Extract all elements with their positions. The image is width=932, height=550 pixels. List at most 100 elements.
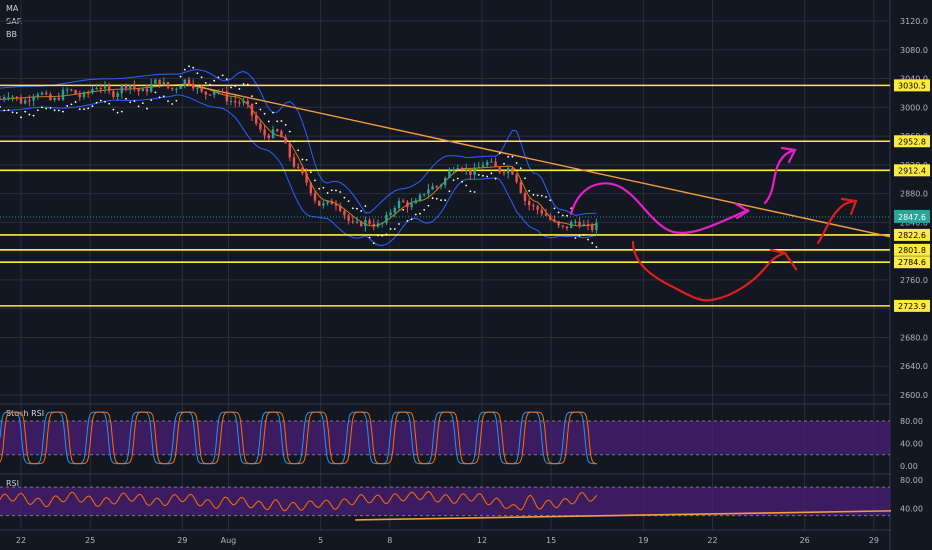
sar-dot [322, 186, 325, 189]
candle-body [271, 129, 275, 139]
candle-body [578, 221, 581, 227]
candle-body [238, 102, 241, 104]
candle-body [536, 206, 539, 210]
magenta-projection-up [763, 148, 797, 205]
candle-body [397, 200, 401, 209]
sar-dot [528, 189, 531, 192]
candle-body [343, 210, 346, 216]
sar-dot [66, 105, 69, 107]
candle-body [481, 165, 485, 168]
sar-dot [582, 233, 585, 236]
candle-body [519, 181, 522, 194]
candle-body [129, 85, 132, 89]
candle-body [456, 167, 459, 170]
candle-body [162, 82, 165, 85]
parabolic-sar [0, 65, 598, 248]
candle-body [330, 200, 333, 205]
sar-dot [276, 120, 279, 123]
sar-dot [339, 191, 342, 193]
sar-dot [99, 99, 102, 102]
candle-body [78, 94, 81, 98]
level-tag-label: 2822.6 [898, 231, 926, 240]
sar-dot [87, 107, 90, 110]
indicator-label-ma[interactable]: MA [6, 4, 19, 13]
sar-dot [32, 114, 35, 117]
candle-body [444, 177, 447, 186]
ma-line [0, 83, 597, 227]
sar-dot [95, 101, 98, 104]
price-tick-label: 2760.0 [900, 276, 928, 285]
candle-body [494, 161, 497, 167]
candle-body [183, 79, 186, 86]
candle-body [507, 168, 510, 174]
candle-body [158, 79, 161, 85]
rsi-tick-label: 40.00 [900, 505, 923, 514]
sar-dot [7, 109, 10, 112]
price-axis-bg [891, 0, 932, 550]
sar-dot [129, 101, 132, 104]
drawings[interactable] [569, 146, 858, 302]
indicator-label-bb[interactable]: BB [6, 30, 17, 39]
sar-dot [360, 210, 363, 212]
sar-dot [15, 112, 18, 114]
candles [0, 76, 598, 236]
sar-dot [255, 102, 258, 105]
candle-body [406, 202, 409, 208]
candle-body [402, 200, 405, 203]
magenta-arrowhead-up [780, 146, 797, 164]
rsi-title[interactable]: RSI [6, 479, 19, 488]
price-axis[interactable]: 3120.03080.03040.03000.02960.02920.02880… [891, 0, 932, 550]
time-axis[interactable]: 222529Aug58121519222629Sep [16, 536, 932, 545]
stoch-tick-label: 80.00 [900, 417, 923, 426]
sar-dot [452, 179, 455, 182]
sar-dot [377, 234, 379, 237]
sar-dot [83, 108, 85, 111]
sar-dot [347, 200, 350, 203]
candle-body [208, 94, 212, 96]
sar-dot [318, 187, 321, 190]
sar-dot [272, 111, 274, 114]
candle-body [196, 88, 199, 90]
candle-body [351, 220, 354, 222]
sar-dot [171, 103, 174, 105]
sar-dot [381, 234, 384, 237]
candle-body [53, 97, 56, 100]
sar-dot [230, 86, 232, 89]
sar-dot [104, 100, 106, 103]
candle-body [36, 94, 39, 97]
sar-dot [515, 162, 518, 164]
candle-body [486, 161, 489, 166]
sar-dot [116, 111, 119, 114]
magenta-projection [569, 182, 750, 235]
price-tick-label: 3000.0 [900, 103, 928, 112]
sar-dot [440, 199, 442, 202]
stoch-rsi-title[interactable]: Stoch RSI [6, 409, 45, 418]
horizontal-levels[interactable] [0, 84, 890, 307]
candle-body [124, 85, 128, 89]
price-tick-label: 3080.0 [900, 46, 928, 55]
sar-dot [267, 120, 270, 123]
bb-lower [0, 94, 597, 247]
level-tag-label: 2784.6 [898, 258, 926, 267]
candle-body [45, 92, 48, 95]
candle-body [591, 224, 594, 231]
sar-dot [393, 228, 396, 230]
candle-body [473, 167, 476, 175]
time-tick-label: 25 [85, 536, 95, 545]
level-tag [894, 228, 930, 241]
time-tick-label: 12 [477, 536, 487, 545]
trend-lines[interactable] [0, 83, 891, 238]
level-tag-label: 2723.9 [898, 302, 926, 311]
price-tick-label: 3040.0 [900, 75, 928, 84]
candle-body [582, 224, 585, 227]
current-price-label: 2847.6 [898, 213, 926, 222]
red-arrowhead [769, 248, 798, 271]
candle-body [410, 203, 413, 208]
red-arrowhead-up [840, 197, 858, 216]
candle-body [427, 189, 430, 194]
sar-dot [498, 152, 501, 155]
price-tick-label: 2680.0 [900, 333, 928, 342]
candle-body [465, 169, 468, 171]
candle-body [561, 225, 564, 227]
